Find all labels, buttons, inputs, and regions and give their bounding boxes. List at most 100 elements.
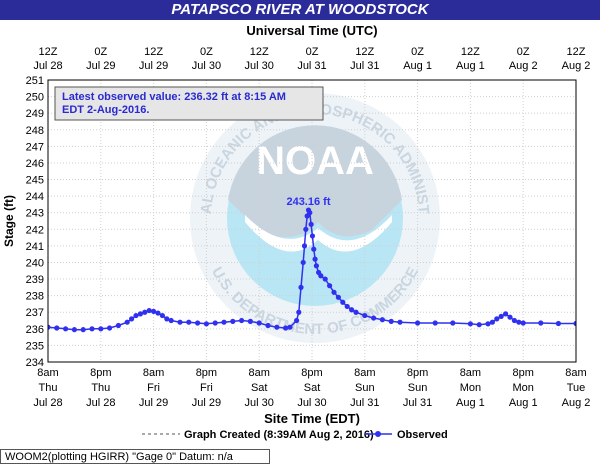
observed-point	[309, 233, 316, 239]
observed-point	[415, 320, 421, 326]
observed-point	[296, 309, 302, 315]
observed-point	[54, 325, 60, 331]
observed-point	[294, 317, 300, 324]
watermark-bird	[245, 215, 392, 252]
observed-point	[155, 310, 161, 316]
observed-point	[230, 318, 236, 324]
observed-point	[80, 327, 86, 333]
observed-point	[129, 316, 135, 322]
observed-point	[379, 317, 385, 323]
top-tick-label: Jul 29	[86, 60, 115, 72]
y-tick-label: 250	[26, 92, 44, 104]
x-tick-label: Jul 28	[86, 397, 115, 409]
series-observed	[48, 207, 576, 333]
x-tick-label: 8am	[354, 367, 375, 379]
y-tick-label: 248	[26, 125, 44, 137]
x-tick-label: Sat	[304, 382, 321, 394]
x-tick-label: Jul 29	[192, 397, 221, 409]
observed-point	[159, 312, 165, 319]
observed-point	[212, 320, 218, 326]
observed-point	[331, 289, 337, 295]
y-tick-label: 246	[26, 158, 44, 170]
observed-point	[301, 243, 308, 249]
x-tick-label: Jul 28	[33, 397, 62, 409]
legend: Graph Created (8:39AM Aug 2, 2016) Observ…	[142, 429, 448, 441]
top-tick-label: Jul 30	[245, 60, 274, 72]
observed-point	[146, 307, 152, 314]
x-tick-label: Sat	[251, 382, 268, 394]
gage-footer: WOOM2(plotting HGIRR) "Gage 0" Datum: n/…	[0, 449, 270, 464]
observed-point	[388, 318, 394, 324]
x-tick-label: 8pm	[90, 367, 111, 379]
y-tick-label: 247	[26, 141, 44, 153]
x-tick-label: Jul 31	[403, 397, 432, 409]
observed-point	[115, 322, 121, 329]
observed-point	[520, 320, 526, 326]
latest-value-box	[54, 86, 324, 121]
observed-point	[313, 263, 319, 269]
top-tick-label: Jul 31	[297, 60, 326, 72]
y-axis-title: Stage (ft)	[2, 195, 16, 247]
observed-point	[371, 315, 377, 321]
observed-point	[344, 303, 350, 310]
top-tick-label: Aug 1	[456, 60, 485, 72]
observed-point	[311, 246, 317, 252]
x-tick-label: Fri	[200, 382, 213, 394]
x-tick-label: Jul 30	[297, 397, 326, 409]
observed-point	[555, 320, 562, 327]
top-tick-label: Jul 30	[192, 60, 221, 72]
observed-point	[221, 319, 227, 325]
observed-point	[195, 320, 201, 326]
observed-point	[432, 320, 438, 326]
observed-point	[303, 226, 309, 232]
observed-point	[256, 320, 262, 326]
top-tick-label: Aug 2	[509, 60, 538, 72]
observed-point	[239, 317, 245, 324]
x-tick-label: 8pm	[407, 367, 428, 379]
x-tick-label: Mon	[460, 382, 481, 394]
observed-point	[498, 313, 504, 319]
observed-point	[186, 319, 192, 325]
x-tick-label: Jul 31	[350, 397, 379, 409]
observed-point	[362, 312, 368, 319]
y-tick-label: 240	[26, 257, 44, 269]
observed-point	[322, 276, 328, 282]
observed-point	[353, 309, 359, 315]
x-tick-label: 8am	[460, 367, 481, 379]
y-tick-label: 251	[26, 75, 44, 87]
x-tick-label: Thu	[91, 382, 110, 394]
observed-point	[573, 320, 576, 327]
watermark-sky	[228, 125, 402, 238]
observed-point	[397, 319, 403, 325]
top-tick-label: 0Z	[411, 46, 424, 58]
y-tick-label: 249	[26, 108, 44, 120]
x-tick-label: Sun	[408, 382, 428, 394]
top-tick-label: 12Z	[144, 46, 163, 58]
peak-label: 243.16 ft	[286, 196, 330, 208]
top-tick-label: 0Z	[517, 46, 530, 58]
top-tick-label: 12Z	[567, 46, 586, 58]
x-tick-label: Mon	[512, 382, 533, 394]
observed-point	[494, 316, 500, 322]
top-tick-label: 12Z	[355, 46, 374, 58]
y-tick-label: 236	[26, 324, 44, 336]
y-tick-label: 234	[26, 357, 44, 369]
x-tick-label: Aug 1	[456, 397, 485, 409]
top-axis-title: Universal Time (UTC)	[246, 23, 377, 38]
x-tick-label: Fri	[147, 382, 160, 394]
observed-point	[203, 321, 209, 327]
observed-point	[340, 299, 346, 305]
legend-observed-marker	[375, 431, 381, 437]
observed-point	[124, 319, 130, 325]
observed-point	[265, 322, 271, 329]
latest-value-text: EDT 2-Aug-2016.	[62, 104, 149, 116]
y-tick-label: 238	[26, 291, 44, 303]
x-tick-label: Sun	[355, 382, 375, 394]
observed-point	[467, 321, 473, 327]
top-tick-label: Jul 31	[350, 60, 379, 72]
x-tick-label: 8am	[565, 367, 586, 379]
observed-point	[485, 321, 491, 327]
x-axis-title: Site Time (EDT)	[264, 411, 360, 426]
observed-point	[142, 309, 148, 315]
